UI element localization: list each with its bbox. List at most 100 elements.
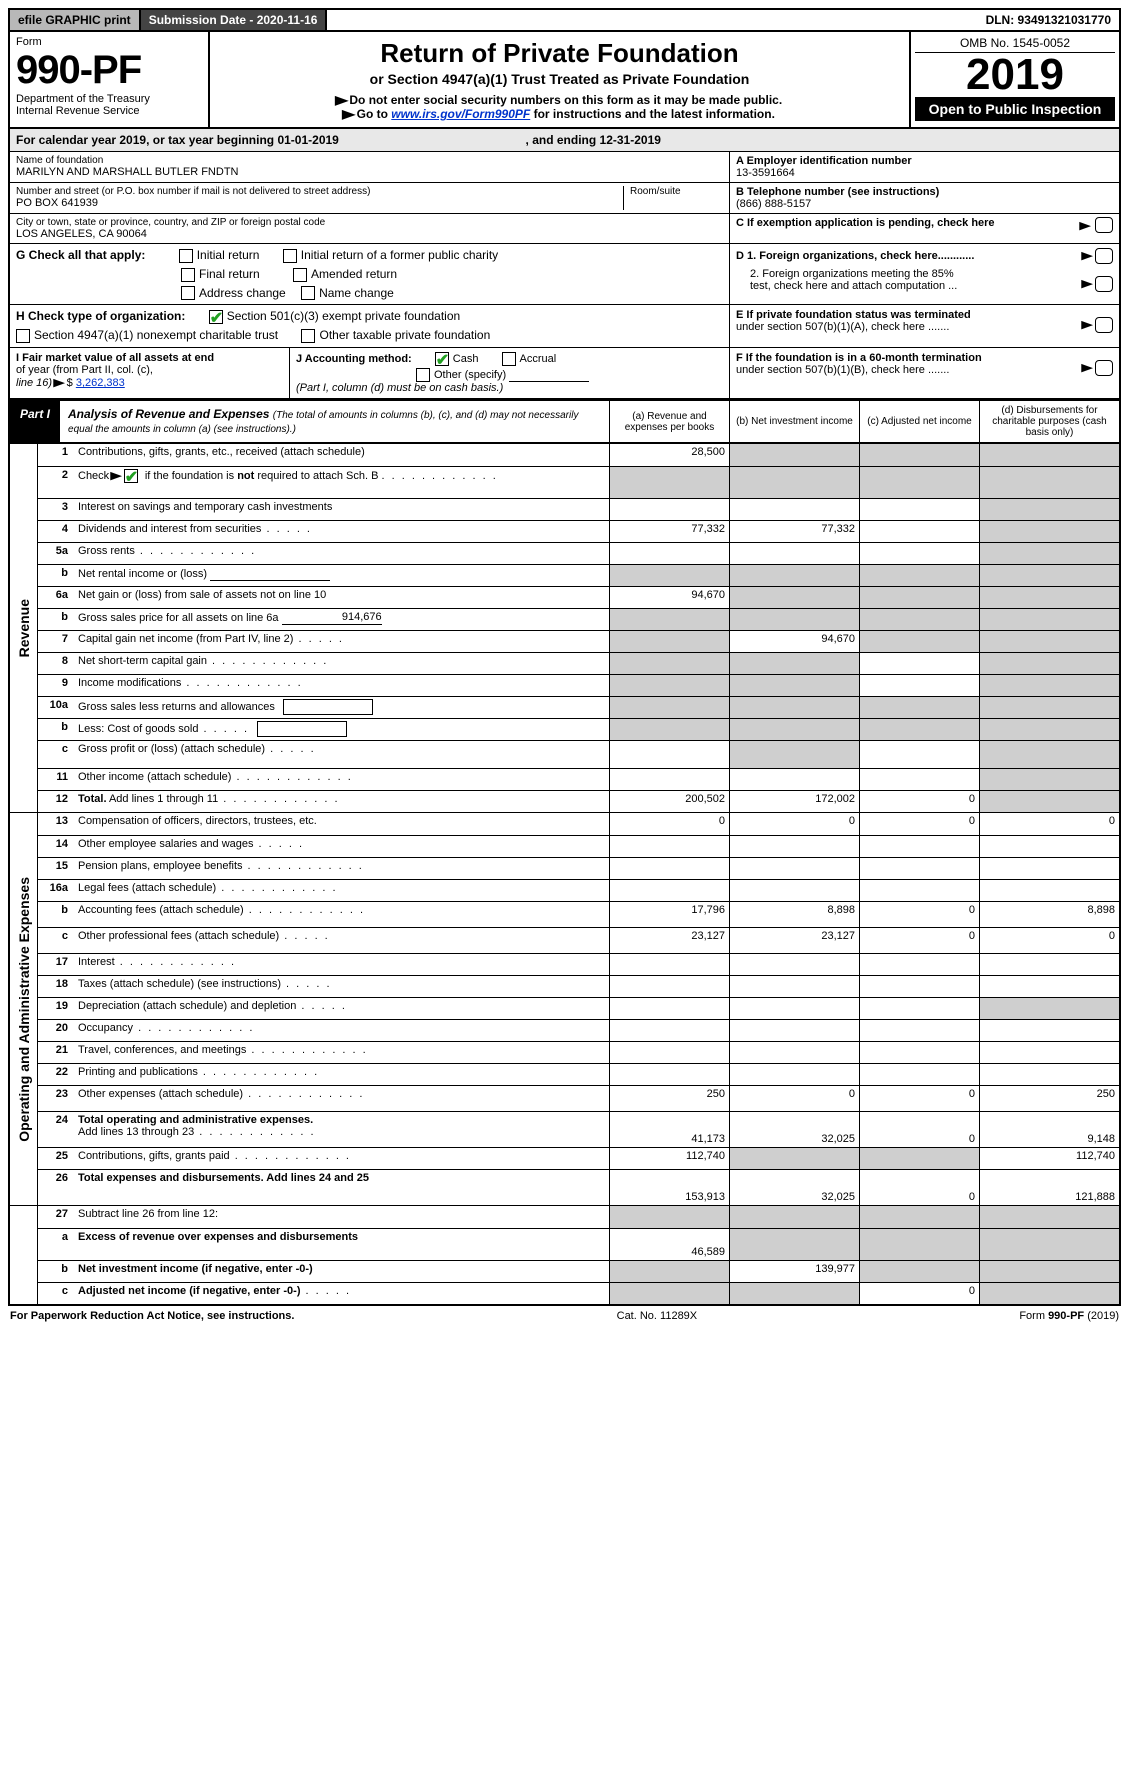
desc: Travel, conferences, and meetings (74, 1042, 609, 1063)
j-other-checkbox[interactable] (416, 368, 430, 382)
c-block: C If exemption application is pending, c… (729, 214, 1119, 243)
desc: Other expenses (attach schedule) (74, 1086, 609, 1111)
line-13: 13 Compensation of officers, directors, … (38, 813, 1119, 835)
ln: 6a (38, 587, 74, 608)
desc: Occupancy (74, 1020, 609, 1041)
efile-badge: efile GRAPHIC print (10, 10, 141, 30)
d2-checkbox[interactable] (1095, 276, 1113, 292)
t: Dividends and interest from securities (78, 523, 261, 535)
rental-box[interactable] (210, 567, 330, 581)
fmv-value[interactable]: 3,262,383 (76, 377, 125, 389)
cell-c (859, 675, 979, 696)
line27-rows: 27 Subtract line 26 from line 12: a Exce… (38, 1206, 1119, 1304)
cal-end: 12-31-2019 (600, 133, 661, 147)
cell-a: 250 (609, 1086, 729, 1111)
cogs-box[interactable] (257, 721, 347, 737)
h-501c3-checkbox[interactable] (209, 310, 223, 324)
cell-c (859, 697, 979, 718)
cell-a: 153,913 (609, 1170, 729, 1205)
gs-box[interactable] (283, 699, 373, 715)
cell-b: 32,025 (729, 1112, 859, 1147)
line-4: 4 Dividends and interest from securities… (38, 520, 1119, 542)
phone-value: (866) 888-5157 (736, 198, 1113, 210)
g-amended-checkbox[interactable] (293, 268, 307, 282)
c-checkbox[interactable] (1095, 217, 1113, 233)
j-accrual-checkbox[interactable] (502, 352, 516, 366)
cell-a: 28,500 (609, 444, 729, 466)
cell-c (859, 1261, 979, 1282)
cell-b (729, 836, 859, 857)
topbar-spacer (327, 10, 977, 30)
fr-bold: 990-PF (1048, 1310, 1084, 1322)
cell-d (979, 631, 1119, 652)
e2: under section 507(b)(1)(A), check here .… (736, 321, 971, 333)
i-section: I Fair market value of all assets at end… (10, 348, 290, 398)
d-not: not (237, 470, 254, 482)
cal-mid: , and ending (526, 133, 600, 147)
cell-b (729, 1064, 859, 1085)
d1-label: D 1. Foreign organizations, check here..… (736, 250, 974, 262)
h-o3: Other taxable private foundation (319, 328, 490, 342)
d1-checkbox[interactable] (1095, 248, 1113, 264)
ln: 22 (38, 1064, 74, 1085)
schb-checkbox[interactable] (124, 469, 138, 483)
cell-c: 0 (859, 1170, 979, 1205)
line-10c: c Gross profit or (loss) (attach schedul… (38, 740, 1119, 768)
e-section: E If private foundation status was termi… (729, 305, 1119, 347)
expenses-rows: 13 Compensation of officers, directors, … (38, 813, 1119, 1205)
line-9: 9 Income modifications (38, 674, 1119, 696)
g-initial-checkbox[interactable] (179, 249, 193, 263)
cell-b: 32,025 (729, 1170, 859, 1205)
cell-b (729, 697, 859, 718)
arrow-icon: ▶ (53, 376, 65, 389)
arrow-icon: ▶ (1082, 249, 1094, 262)
j-cash-checkbox[interactable] (435, 352, 449, 366)
line-27b: b Net investment income (if negative, en… (38, 1260, 1119, 1282)
line-15: 15 Pension plans, employee benefits (38, 857, 1119, 879)
f-checkbox[interactable] (1095, 360, 1113, 376)
desc: Net gain or (loss) from sale of assets n… (74, 587, 609, 608)
i-l2: of year (from Part II, col. (c), (16, 364, 283, 376)
t: Accounting fees (attach schedule) (78, 904, 244, 916)
e-checkbox[interactable] (1095, 317, 1113, 333)
line-12: 12 Total. Add lines 1 through 11 200,502… (38, 790, 1119, 812)
ln: 18 (38, 976, 74, 997)
cell-b (729, 467, 859, 498)
t: Legal fees (attach schedule) (78, 882, 216, 894)
line-26: 26 Total expenses and disbursements. Add… (38, 1169, 1119, 1205)
ln: 11 (38, 769, 74, 790)
cell-d: 0 (979, 813, 1119, 835)
ln: 2 (38, 467, 74, 498)
cell-d: 9,148 (979, 1112, 1119, 1147)
g-initial-former-checkbox[interactable] (283, 249, 297, 263)
h-4947-checkbox[interactable] (16, 329, 30, 343)
g-final-checkbox[interactable] (181, 268, 195, 282)
j-other: Other (specify) (434, 369, 506, 381)
d1: Total operating and administrative expen… (78, 1114, 605, 1126)
cell-d (979, 697, 1119, 718)
cell-d: 250 (979, 1086, 1119, 1111)
h-section: H Check type of organization: Section 50… (10, 305, 729, 347)
line-17: 17 Interest (38, 953, 1119, 975)
cell-b: 8,898 (729, 902, 859, 927)
desc: Adjusted net income (if negative, enter … (74, 1283, 609, 1304)
cell-d (979, 521, 1119, 542)
cell-d (979, 998, 1119, 1019)
cell-d (979, 1283, 1119, 1304)
cell-a: 41,173 (609, 1112, 729, 1147)
g-address-checkbox[interactable] (181, 286, 195, 300)
irs-link[interactable]: www.irs.gov/Form990PF (391, 107, 530, 121)
j-other-input[interactable] (509, 368, 589, 382)
cell-c: 0 (859, 902, 979, 927)
ln: 4 (38, 521, 74, 542)
part1-title: Analysis of Revenue and Expenses (68, 407, 269, 421)
cell-b (729, 587, 859, 608)
cell-d (979, 954, 1119, 975)
cell-d (979, 444, 1119, 466)
addr-left: Number and street (or P.O. box number if… (10, 183, 729, 213)
f-section: F If the foundation is in a 60-month ter… (729, 348, 1119, 398)
cell-c: 0 (859, 791, 979, 812)
h-other-checkbox[interactable] (301, 329, 315, 343)
g-name-checkbox[interactable] (301, 286, 315, 300)
h-label: H Check type of organization: (16, 309, 185, 323)
